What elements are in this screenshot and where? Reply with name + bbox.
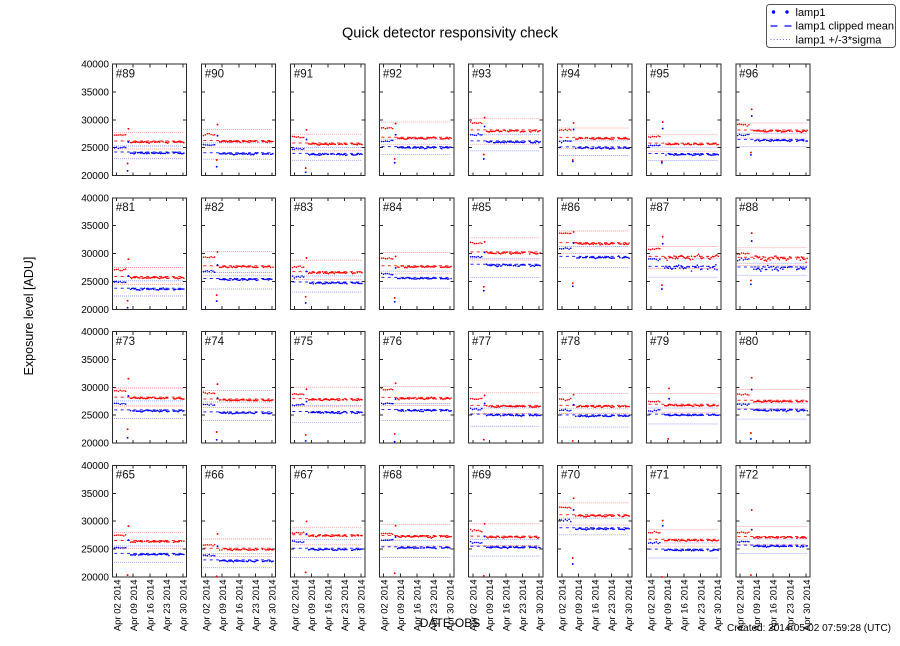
svg-text:35000: 35000 bbox=[81, 489, 109, 500]
svg-text:Apr 02 2014: Apr 02 2014 bbox=[379, 579, 390, 631]
svg-text:20000: 20000 bbox=[81, 439, 109, 450]
svg-text:25000: 25000 bbox=[81, 545, 109, 556]
svg-text:Exposure level [ADU]: Exposure level [ADU] bbox=[22, 257, 36, 376]
svg-text:DATE-OBS: DATE-OBS bbox=[420, 616, 480, 630]
svg-text:#76: #76 bbox=[383, 336, 402, 348]
svg-text:Created: 2014-05-02 07:59:28 (: Created: 2014-05-02 07:59:28 (UTC) bbox=[727, 623, 891, 634]
svg-text:Apr 30 2014: Apr 30 2014 bbox=[624, 579, 635, 631]
svg-text:20000: 20000 bbox=[81, 305, 109, 316]
svg-text:20000: 20000 bbox=[81, 572, 109, 583]
svg-text:#88: #88 bbox=[739, 202, 758, 214]
svg-text:#67: #67 bbox=[294, 470, 313, 482]
svg-text:Apr 23 2014: Apr 23 2014 bbox=[696, 579, 707, 631]
svg-text:#90: #90 bbox=[205, 68, 224, 80]
svg-text:30000: 30000 bbox=[81, 249, 109, 260]
svg-text:#70: #70 bbox=[561, 470, 580, 482]
svg-text:25000: 25000 bbox=[81, 411, 109, 422]
svg-text:Apr 23 2014: Apr 23 2014 bbox=[518, 579, 529, 631]
svg-text:#84: #84 bbox=[383, 202, 403, 214]
svg-text:Apr 16 2014: Apr 16 2014 bbox=[146, 579, 157, 631]
svg-text:#87: #87 bbox=[650, 202, 669, 214]
svg-text:Apr 16 2014: Apr 16 2014 bbox=[680, 579, 691, 631]
svg-text:40000: 40000 bbox=[81, 60, 109, 71]
svg-text:#79: #79 bbox=[650, 336, 669, 348]
svg-text:#77: #77 bbox=[472, 336, 491, 348]
svg-text:lamp1: lamp1 bbox=[796, 7, 826, 19]
svg-text:#94: #94 bbox=[561, 68, 581, 80]
svg-text:Apr 09 2014: Apr 09 2014 bbox=[218, 579, 229, 631]
svg-text:Apr 02 2014: Apr 02 2014 bbox=[112, 579, 123, 631]
svg-text:#65: #65 bbox=[116, 470, 135, 482]
svg-text:35000: 35000 bbox=[81, 221, 109, 232]
svg-text:#80: #80 bbox=[739, 336, 758, 348]
svg-text:#68: #68 bbox=[383, 470, 402, 482]
svg-text:Apr 30 2014: Apr 30 2014 bbox=[446, 579, 457, 631]
svg-text:Apr 02 2014: Apr 02 2014 bbox=[647, 579, 658, 631]
svg-text:lamp1 +/-3*sigma: lamp1 +/-3*sigma bbox=[796, 34, 883, 46]
svg-text:Apr 30 2014: Apr 30 2014 bbox=[179, 579, 190, 631]
svg-text:Apr 16 2014: Apr 16 2014 bbox=[413, 579, 424, 631]
svg-text:30000: 30000 bbox=[81, 517, 109, 528]
svg-text:Apr 30 2014: Apr 30 2014 bbox=[357, 579, 368, 631]
svg-text:Apr 02 2014: Apr 02 2014 bbox=[558, 579, 569, 631]
svg-text:#69: #69 bbox=[472, 470, 491, 482]
svg-text:Apr 30 2014: Apr 30 2014 bbox=[802, 579, 813, 631]
svg-text:Apr 30 2014: Apr 30 2014 bbox=[713, 579, 724, 631]
svg-text:Apr 16 2014: Apr 16 2014 bbox=[235, 579, 246, 631]
svg-text:25000: 25000 bbox=[81, 277, 109, 288]
svg-text:40000: 40000 bbox=[81, 193, 109, 204]
svg-text:#71: #71 bbox=[650, 470, 669, 482]
svg-text:Apr 09 2014: Apr 09 2014 bbox=[485, 579, 496, 631]
svg-text:Apr 23 2014: Apr 23 2014 bbox=[785, 579, 796, 631]
svg-text:#92: #92 bbox=[383, 68, 402, 80]
svg-text:20000: 20000 bbox=[81, 171, 109, 182]
svg-text:40000: 40000 bbox=[81, 461, 109, 472]
svg-text:#66: #66 bbox=[205, 470, 224, 482]
svg-text:#96: #96 bbox=[739, 68, 758, 80]
svg-text:#95: #95 bbox=[650, 68, 669, 80]
svg-text:#86: #86 bbox=[561, 202, 580, 214]
svg-text:30000: 30000 bbox=[81, 383, 109, 394]
svg-text:Apr 16 2014: Apr 16 2014 bbox=[591, 579, 602, 631]
svg-text:Apr 09 2014: Apr 09 2014 bbox=[663, 579, 674, 631]
svg-text:#81: #81 bbox=[116, 202, 135, 214]
svg-text:#93: #93 bbox=[472, 68, 491, 80]
svg-text:Apr 23 2014: Apr 23 2014 bbox=[340, 579, 351, 631]
svg-text:Apr 23 2014: Apr 23 2014 bbox=[607, 579, 618, 631]
svg-text:Apr 09 2014: Apr 09 2014 bbox=[129, 579, 140, 631]
svg-text:35000: 35000 bbox=[81, 355, 109, 366]
svg-text:#85: #85 bbox=[472, 202, 491, 214]
svg-text:#91: #91 bbox=[294, 68, 313, 80]
svg-text:Apr 02 2014: Apr 02 2014 bbox=[290, 579, 301, 631]
svg-text:Apr 16 2014: Apr 16 2014 bbox=[324, 579, 335, 631]
svg-text:#83: #83 bbox=[294, 202, 313, 214]
svg-text:Apr 09 2014: Apr 09 2014 bbox=[752, 579, 763, 631]
svg-text:Apr 02 2014: Apr 02 2014 bbox=[736, 579, 747, 631]
svg-text:#78: #78 bbox=[561, 336, 580, 348]
svg-text:Apr 09 2014: Apr 09 2014 bbox=[307, 579, 318, 631]
svg-text:30000: 30000 bbox=[81, 115, 109, 126]
svg-text:Apr 16 2014: Apr 16 2014 bbox=[502, 579, 513, 631]
svg-text:Apr 30 2014: Apr 30 2014 bbox=[268, 579, 279, 631]
svg-text:#74: #74 bbox=[205, 336, 225, 348]
svg-text:35000: 35000 bbox=[81, 88, 109, 99]
svg-text:Apr 02 2014: Apr 02 2014 bbox=[201, 579, 212, 631]
svg-text:Quick detector responsivity ch: Quick detector responsivity check bbox=[342, 26, 559, 42]
svg-text:Apr 09 2014: Apr 09 2014 bbox=[396, 579, 407, 631]
svg-text:Apr 02 2014: Apr 02 2014 bbox=[469, 579, 480, 631]
svg-text:#73: #73 bbox=[116, 336, 135, 348]
svg-text:Apr 09 2014: Apr 09 2014 bbox=[574, 579, 585, 631]
svg-text:25000: 25000 bbox=[81, 143, 109, 154]
svg-text:40000: 40000 bbox=[81, 327, 109, 338]
svg-text:Apr 23 2014: Apr 23 2014 bbox=[251, 579, 262, 631]
svg-text:lamp1 clipped mean: lamp1 clipped mean bbox=[796, 21, 894, 33]
svg-text:Apr 16 2014: Apr 16 2014 bbox=[769, 579, 780, 631]
svg-text:#75: #75 bbox=[294, 336, 313, 348]
svg-text:#72: #72 bbox=[739, 470, 758, 482]
svg-text:Apr 23 2014: Apr 23 2014 bbox=[162, 579, 173, 631]
svg-text:Apr 23 2014: Apr 23 2014 bbox=[429, 579, 440, 631]
svg-text:#82: #82 bbox=[205, 202, 224, 214]
svg-text:#89: #89 bbox=[116, 68, 135, 80]
svg-text:Apr 30 2014: Apr 30 2014 bbox=[535, 579, 546, 631]
